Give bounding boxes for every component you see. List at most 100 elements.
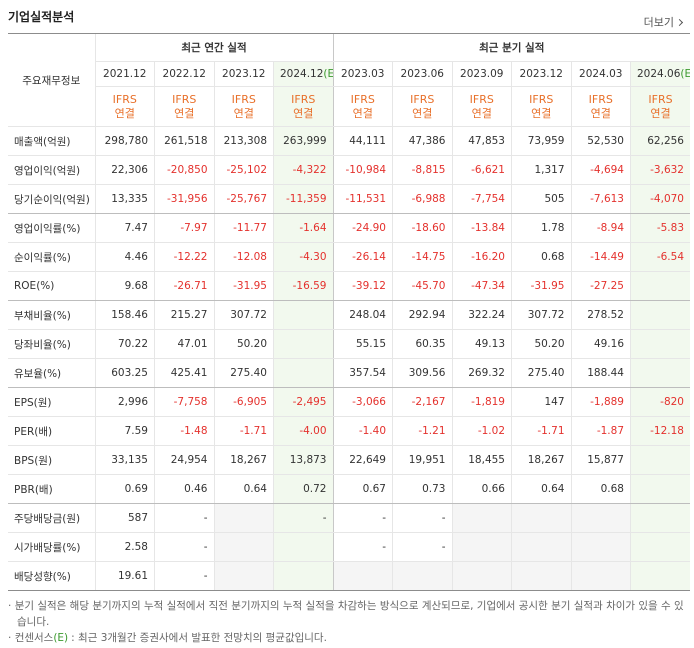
value-cell: 18,455 bbox=[451, 445, 512, 475]
data-row: 유보율(%) 603.25 425.41 275.40 357.54 309.56 269.… bbox=[8, 358, 690, 388]
value-cell: 275.40 bbox=[511, 358, 571, 388]
value-cell: 425.41 bbox=[154, 358, 214, 388]
note-mark: (E) bbox=[53, 632, 69, 644]
row-label: 부채비율(%) bbox=[8, 300, 95, 330]
value-cell: -12.18 bbox=[630, 416, 690, 446]
value-cell bbox=[630, 561, 690, 591]
value-cell: 298,780 bbox=[94, 126, 155, 156]
period-header: 2023.03 bbox=[332, 61, 393, 87]
value-cell: -1.71 bbox=[213, 416, 274, 446]
standard-bottom: 연결 bbox=[293, 106, 314, 120]
value-cell: 263,999 bbox=[273, 126, 333, 156]
estimate-mark: (E) bbox=[323, 68, 333, 80]
row-label: ROE(%) bbox=[8, 271, 95, 301]
note-bullet: · bbox=[8, 600, 15, 612]
estimate-mark: (E) bbox=[680, 68, 690, 80]
value-cell bbox=[630, 300, 690, 330]
chevron-icon[interactable] bbox=[675, 18, 684, 27]
value-cell: -11,531 bbox=[332, 184, 393, 214]
value-cell: -4.00 bbox=[273, 416, 333, 446]
value-cell: 307.72 bbox=[511, 300, 571, 330]
value-cell: -2,495 bbox=[273, 387, 333, 417]
value-cell bbox=[630, 329, 690, 359]
value-cell: 19.61 bbox=[94, 561, 155, 591]
value-cell: -820 bbox=[630, 387, 690, 417]
value-cell: -1.21 bbox=[392, 416, 452, 446]
value-cell: 60.35 bbox=[392, 329, 452, 359]
value-cell: -1,819 bbox=[451, 387, 512, 417]
value-cell: 22,306 bbox=[94, 155, 155, 185]
row-label: 배당성향(%) bbox=[8, 561, 95, 591]
period-label: 2024.12 bbox=[280, 68, 324, 80]
standard-top: IFRS bbox=[648, 92, 673, 106]
value-cell: 158.46 bbox=[94, 300, 155, 330]
row-label: 당기순이익(억원) bbox=[8, 184, 95, 214]
value-cell: -4,694 bbox=[570, 155, 631, 185]
value-cell: -18.60 bbox=[392, 213, 452, 243]
period-header: 2023.09 bbox=[451, 61, 512, 87]
period-header: 2023.06 bbox=[392, 61, 452, 87]
value-cell: 33,135 bbox=[94, 445, 155, 475]
value-cell bbox=[273, 532, 333, 562]
value-cell bbox=[511, 532, 571, 562]
value-cell: -6,905 bbox=[213, 387, 274, 417]
value-cell: -47.34 bbox=[451, 271, 512, 301]
row-label: 주당배당금(원) bbox=[8, 503, 95, 533]
value-cell: - bbox=[332, 532, 393, 562]
value-cell: -13.84 bbox=[451, 213, 512, 243]
value-cell: -12.22 bbox=[154, 242, 214, 272]
data-row: 영업이익(억원) 22,306 -20,850 -25,102 -4,322 -10,98… bbox=[8, 155, 690, 185]
value-cell: 309.56 bbox=[392, 358, 452, 388]
value-cell bbox=[570, 561, 631, 591]
row-label: 순이익률(%) bbox=[8, 242, 95, 272]
row-label: PER(배) bbox=[8, 416, 95, 446]
value-cell bbox=[213, 561, 274, 591]
value-cell: -25,767 bbox=[213, 184, 274, 214]
value-cell: 52,530 bbox=[570, 126, 631, 156]
value-cell: 213,308 bbox=[213, 126, 274, 156]
period-label: 2023.12 bbox=[222, 68, 266, 80]
value-cell: -1.87 bbox=[570, 416, 631, 446]
more-label[interactable]: 더보기 bbox=[643, 16, 674, 29]
value-cell: -1.71 bbox=[511, 416, 571, 446]
period-header: 2023.12 bbox=[213, 61, 274, 87]
value-cell: - bbox=[392, 532, 452, 562]
value-cell bbox=[511, 503, 571, 533]
value-cell: -4.30 bbox=[273, 242, 333, 272]
value-cell: -8,815 bbox=[392, 155, 452, 185]
value-cell bbox=[451, 503, 512, 533]
value-cell bbox=[273, 300, 333, 330]
value-cell bbox=[213, 503, 274, 533]
value-cell: 0.68 bbox=[570, 474, 631, 504]
more-link[interactable]: 더보기 bbox=[643, 14, 684, 30]
row-label: 매출액(억원) bbox=[8, 126, 95, 156]
value-cell: -6.54 bbox=[630, 242, 690, 272]
standard-header: IFRS 연결 bbox=[630, 86, 690, 127]
value-cell: -31.95 bbox=[213, 271, 274, 301]
row-label: 유보율(%) bbox=[8, 358, 95, 388]
row-label: 시가배당률(%) bbox=[8, 532, 95, 562]
value-cell: 47,853 bbox=[451, 126, 512, 156]
note-text: 분기 실적은 해당 분기까지의 누적 실적에서 직전 분기까지의 누적 실적을 … bbox=[14, 600, 684, 628]
value-cell bbox=[630, 532, 690, 562]
standard-bottom: 연결 bbox=[531, 106, 552, 120]
standard-top: IFRS bbox=[112, 92, 137, 106]
value-cell: -7,754 bbox=[451, 184, 512, 214]
value-cell: -1.02 bbox=[451, 416, 512, 446]
value-cell: -10,984 bbox=[332, 155, 393, 185]
value-cell: -3,632 bbox=[630, 155, 690, 185]
standard-header: IFRS 연결 bbox=[511, 86, 571, 127]
value-cell bbox=[630, 358, 690, 388]
value-cell: 307.72 bbox=[213, 300, 274, 330]
value-cell: - bbox=[154, 503, 214, 533]
value-cell: 9.68 bbox=[94, 271, 155, 301]
note-bullet: · bbox=[8, 632, 15, 644]
value-cell bbox=[630, 474, 690, 504]
value-cell: 19,951 bbox=[392, 445, 452, 475]
value-cell: -7,613 bbox=[570, 184, 631, 214]
value-cell: -3,066 bbox=[332, 387, 393, 417]
value-cell: - bbox=[154, 532, 214, 562]
standard-bottom: 연결 bbox=[650, 106, 671, 120]
standard-top: IFRS bbox=[469, 92, 494, 106]
period-label: 2021.12 bbox=[103, 68, 147, 80]
